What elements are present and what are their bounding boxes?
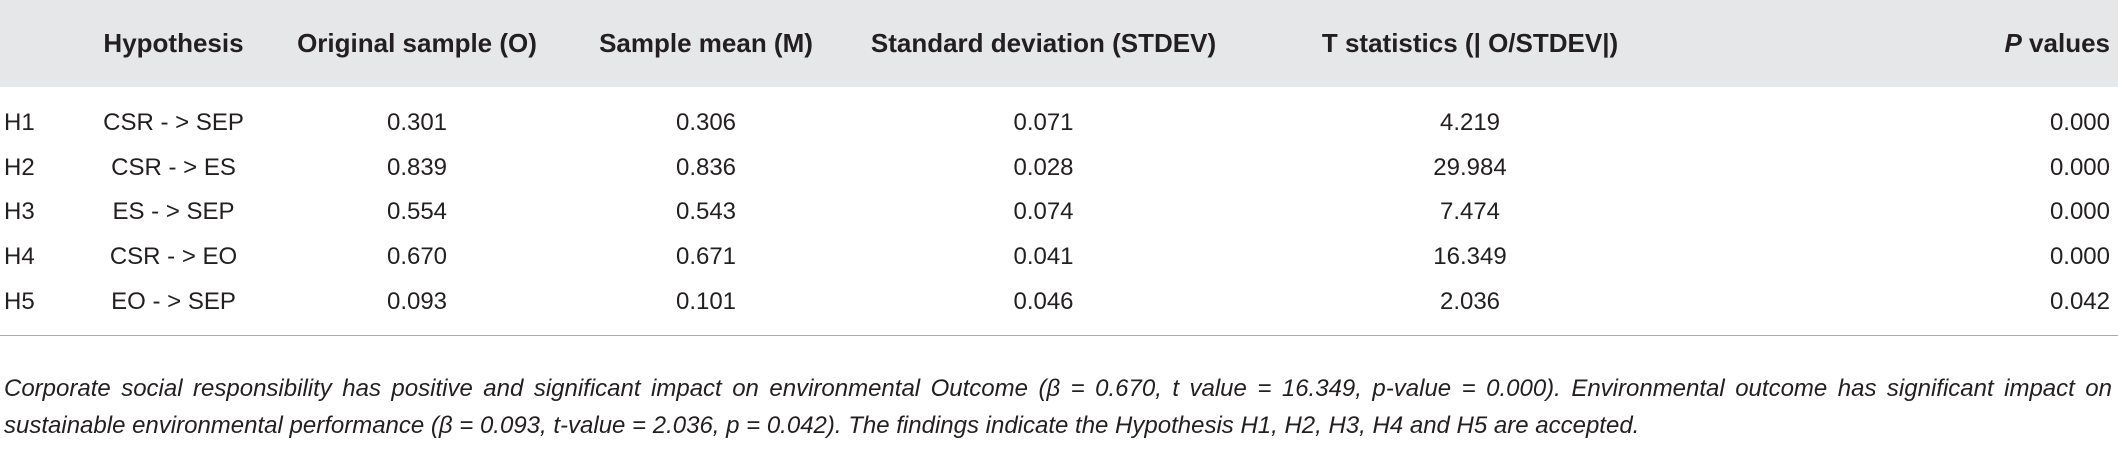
- hypothesis-id-cell: H1: [4, 109, 35, 137]
- hypothesis-path-cell: EO - > SEP: [111, 287, 236, 315]
- sample-mean-cell: 0.836: [675, 153, 737, 181]
- sample-mean-cell: 0.306: [675, 109, 737, 137]
- original-sample-cell: 0.670: [386, 243, 448, 271]
- table-row: H3 ES - > SEP 0.554 0.543 0.074 7.474 0.…: [0, 190, 2118, 235]
- stdev-cell: 0.028: [1013, 153, 1074, 181]
- header-p-values: P values: [1688, 0, 2118, 87]
- original-sample-cell: 0.554: [386, 198, 448, 226]
- stdev-cell: 0.074: [1013, 198, 1074, 226]
- original-sample-cell: 0.093: [386, 287, 448, 315]
- header-t-statistics: T statistics (| O/STDEV|): [1321, 28, 1619, 58]
- stdev-cell: 0.046: [1013, 287, 1074, 315]
- hypothesis-results-table: Hypothesis Original sample (O) Sample me…: [0, 0, 2118, 324]
- table-row: H1 CSR - > SEP 0.301 0.306 0.071 4.219 0…: [0, 87, 2118, 146]
- table-row: H4 CSR - > EO 0.670 0.671 0.041 16.349 0…: [0, 235, 2118, 280]
- sample-mean-cell: 0.543: [675, 198, 737, 226]
- t-statistic-cell: 29.984: [1433, 153, 1507, 181]
- header-original-sample: Original sample (O): [297, 28, 537, 58]
- p-value-cell: 0.000: [2049, 153, 2110, 181]
- hypothesis-id-cell: H4: [4, 243, 35, 271]
- original-sample-cell: 0.301: [386, 109, 448, 137]
- header-row: Hypothesis Original sample (O) Sample me…: [0, 0, 2118, 87]
- hypothesis-path-cell: CSR - > SEP: [103, 109, 244, 137]
- hypothesis-id-cell: H2: [4, 153, 35, 181]
- p-value-cell: 0.000: [2049, 243, 2110, 271]
- t-statistic-cell: 16.349: [1433, 243, 1507, 271]
- hypothesis-path-cell: CSR - > EO: [109, 243, 238, 271]
- table-bottom-rule: [0, 335, 2118, 336]
- t-statistic-cell: 7.474: [1439, 198, 1501, 226]
- original-sample-cell: 0.839: [386, 153, 448, 181]
- hypothesis-path-cell: ES - > SEP: [112, 198, 235, 226]
- stdev-cell: 0.041: [1013, 243, 1074, 271]
- header-sample-mean: Sample mean (M): [599, 28, 813, 58]
- t-statistic-cell: 2.036: [1439, 287, 1501, 315]
- hypothesis-id-cell: H3: [4, 198, 35, 226]
- table-row: H5 EO - > SEP 0.093 0.101 0.046 2.036 0.…: [0, 279, 2118, 324]
- header-hypothesis: Hypothesis: [103, 28, 244, 58]
- p-value-cell: 0.000: [2049, 109, 2110, 137]
- header-p-letter: P: [2004, 28, 2022, 58]
- table-row: H2 CSR - > ES 0.839 0.836 0.028 29.984 0…: [0, 146, 2118, 191]
- header-band: [0, 0, 2118, 87]
- header-standard-deviation: Standard deviation (STDEV): [870, 28, 1217, 58]
- p-value-cell: 0.000: [2049, 198, 2110, 226]
- sample-mean-cell: 0.101: [675, 287, 737, 315]
- sample-mean-cell: 0.671: [675, 243, 737, 271]
- p-value-cell: 0.042: [2049, 287, 2110, 315]
- header-id: [0, 0, 90, 87]
- hypothesis-path-cell: CSR - > ES: [111, 153, 236, 181]
- t-statistic-cell: 4.219: [1439, 109, 1501, 137]
- hypothesis-id-cell: H5: [4, 287, 35, 315]
- stdev-cell: 0.071: [1013, 109, 1074, 137]
- table-footnote: Corporate social responsibility has posi…: [4, 375, 2112, 439]
- header-values-word: values: [2021, 28, 2110, 58]
